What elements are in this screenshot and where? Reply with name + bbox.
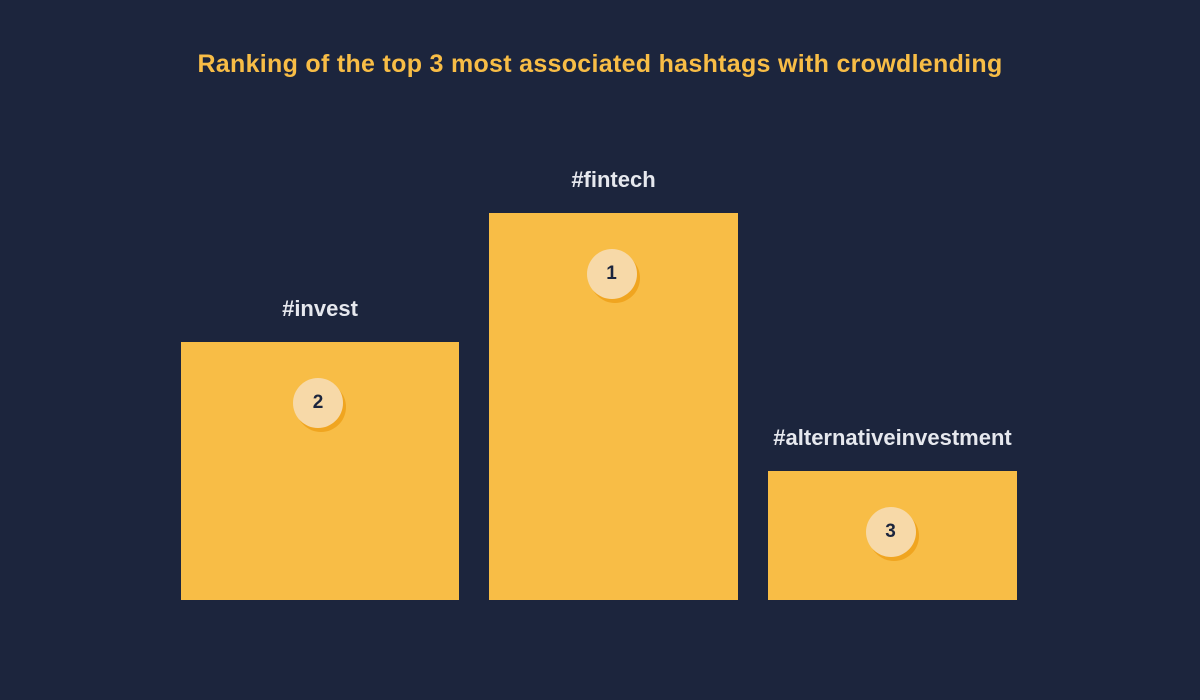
rank-badge: 2 (293, 378, 343, 428)
hashtag-label: #alternativeinvestment (773, 425, 1012, 450)
chart-title: Ranking of the top 3 most associated has… (197, 50, 1003, 78)
hashtag-label: #fintech (571, 167, 656, 192)
hashtag-label: #invest (282, 296, 358, 321)
rank-badge: 3 (865, 507, 916, 557)
rank-badge: 1 (586, 249, 637, 299)
